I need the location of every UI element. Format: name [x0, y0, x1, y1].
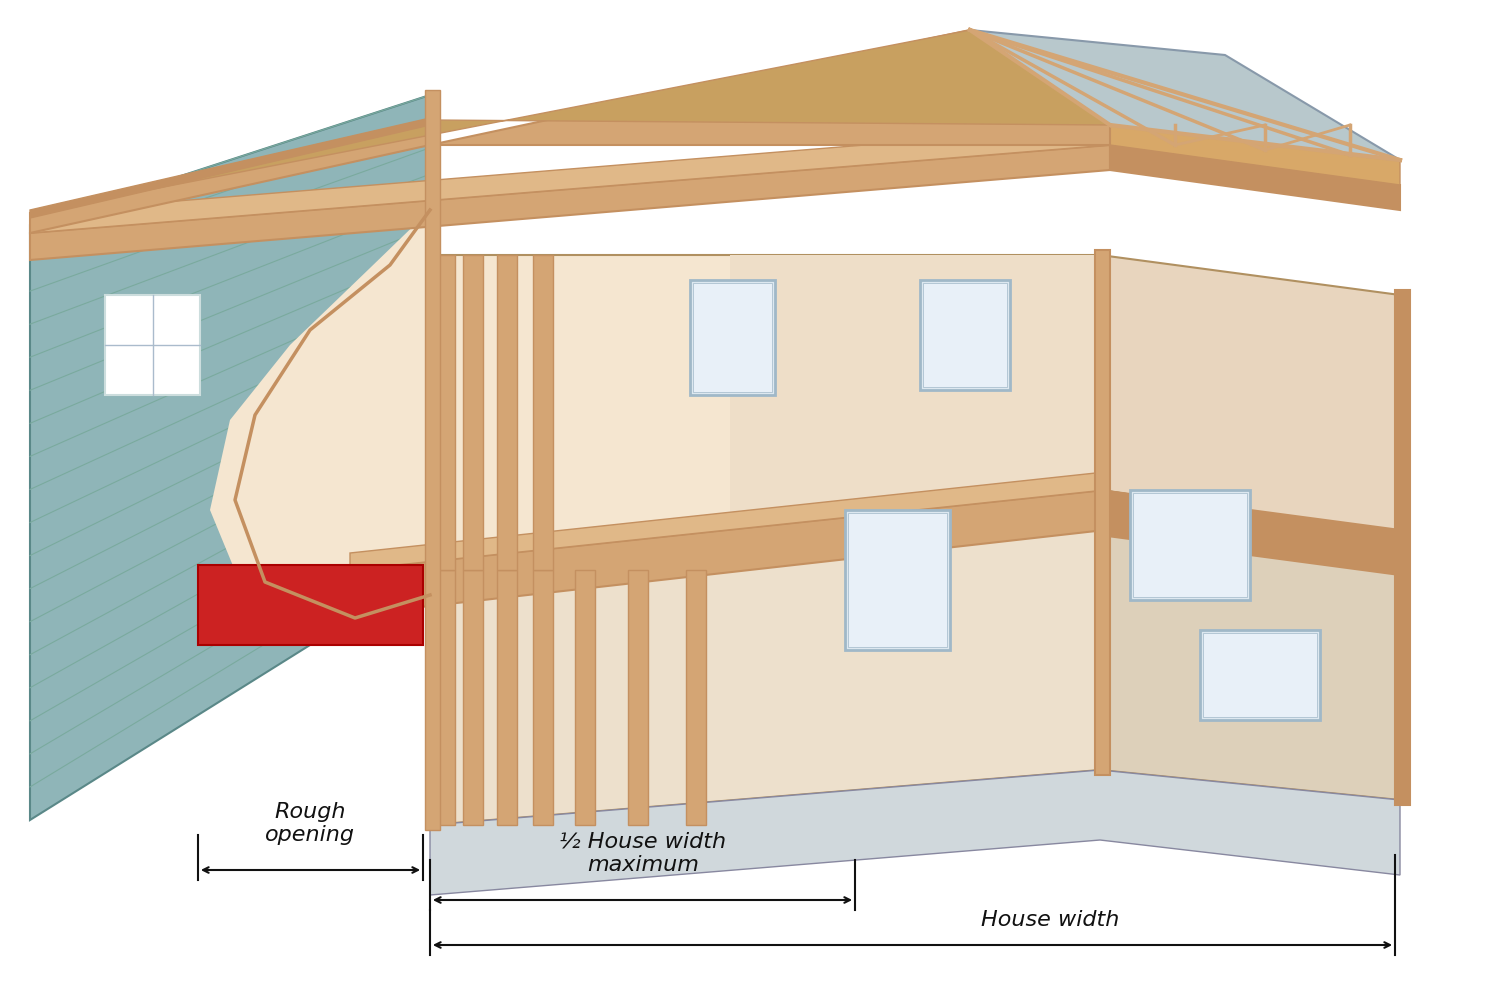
Polygon shape	[30, 145, 1111, 260]
Bar	[1133, 493, 1248, 597]
Polygon shape	[30, 118, 430, 218]
Polygon shape	[1395, 290, 1410, 805]
Text: House width: House width	[981, 910, 1120, 930]
Polygon shape	[1096, 250, 1111, 775]
Text: Rough
opening: Rough opening	[265, 802, 355, 845]
Polygon shape	[730, 255, 1100, 570]
Bar	[847, 513, 947, 647]
Bar	[1199, 630, 1320, 720]
Polygon shape	[424, 90, 439, 830]
Bar	[497, 570, 518, 825]
Bar	[433, 570, 455, 825]
Polygon shape	[1100, 255, 1400, 535]
Polygon shape	[30, 30, 1111, 213]
Text: ½ House width
maximum: ½ House width maximum	[560, 832, 727, 875]
Bar	[533, 255, 552, 570]
Polygon shape	[430, 30, 1111, 145]
Bar	[692, 283, 772, 392]
Bar	[689, 280, 775, 395]
Bar	[575, 570, 594, 825]
Bar	[105, 295, 200, 395]
Polygon shape	[30, 120, 430, 233]
Polygon shape	[971, 30, 1400, 160]
Bar	[533, 570, 552, 825]
Polygon shape	[351, 472, 1105, 570]
Bar	[464, 255, 483, 570]
Bar	[686, 570, 706, 825]
Polygon shape	[30, 125, 1111, 233]
Bar	[497, 255, 518, 570]
Bar	[844, 510, 950, 650]
Polygon shape	[430, 490, 1100, 825]
Bar	[199, 565, 423, 645]
Polygon shape	[1100, 490, 1400, 575]
Polygon shape	[30, 95, 430, 820]
Bar	[1130, 490, 1251, 600]
Polygon shape	[351, 490, 1105, 615]
Bar	[433, 255, 455, 570]
Bar	[920, 280, 1010, 390]
Bar	[628, 570, 649, 825]
Polygon shape	[1111, 145, 1400, 210]
Polygon shape	[430, 255, 1100, 570]
Bar	[1202, 633, 1317, 717]
Bar	[923, 283, 1007, 387]
Polygon shape	[211, 210, 430, 620]
Bar	[464, 570, 483, 825]
Polygon shape	[430, 770, 1400, 895]
Polygon shape	[1111, 125, 1400, 185]
Polygon shape	[1100, 490, 1400, 800]
